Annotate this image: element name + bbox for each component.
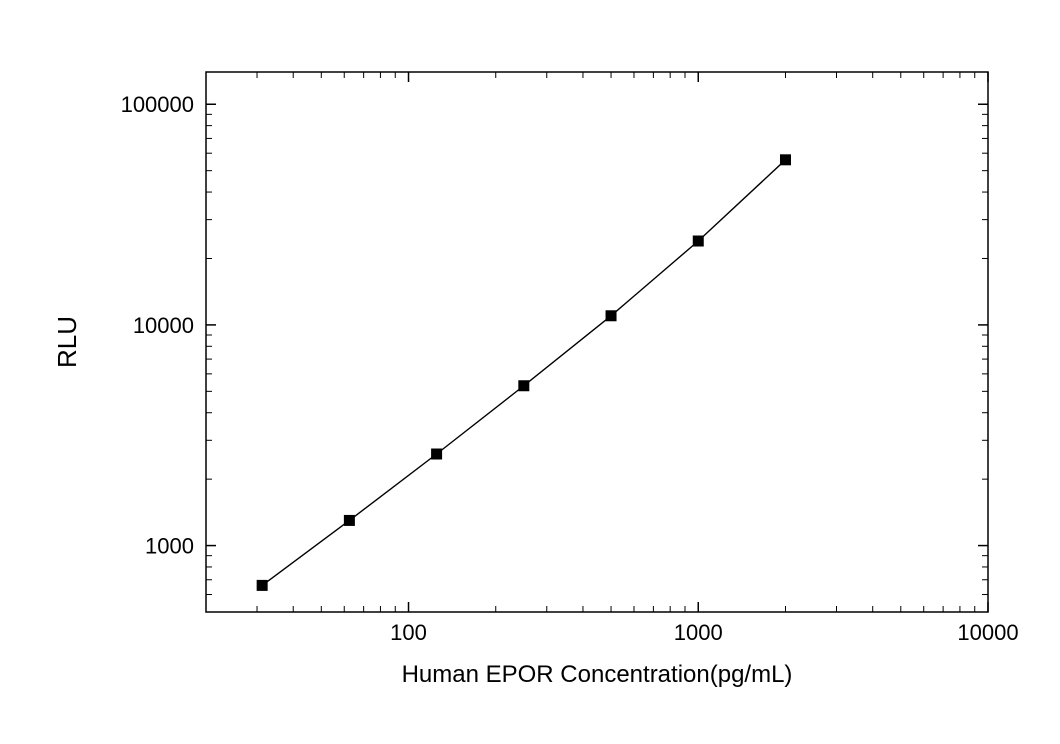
data-marker: [780, 154, 791, 165]
x-tick-label: 100: [390, 620, 427, 645]
chart-container: 100 1000 10000 1000 10000 100000 Human EPOR Co…: [0, 0, 1060, 744]
data-marker: [431, 449, 442, 460]
chart-svg: 100 1000 10000 1000 10000 100000 Human EPOR Co…: [0, 0, 1060, 744]
data-marker: [518, 380, 529, 391]
x-axis-label: Human EPOR Concentration(pg/mL): [402, 661, 793, 688]
y-axis-label: RLU: [52, 316, 82, 368]
data-marker: [257, 580, 268, 591]
y-tick-label: 1000: [145, 534, 194, 559]
data-marker: [344, 515, 355, 526]
x-tick-label: 10000: [957, 620, 1018, 645]
x-tick-label: 1000: [674, 620, 723, 645]
data-marker: [693, 236, 704, 247]
y-tick-label: 100000: [121, 92, 194, 117]
data-marker: [606, 310, 617, 321]
y-tick-label: 10000: [133, 313, 194, 338]
